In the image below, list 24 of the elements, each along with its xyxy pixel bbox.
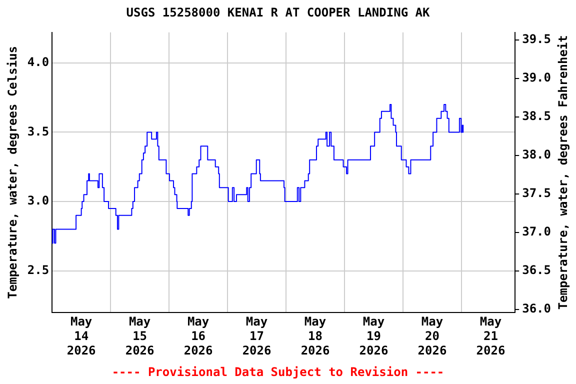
x-tick-label: May 21 2026 xyxy=(476,314,506,358)
text: ---- Provisional Data Subject to Revision ---- xyxy=(112,364,444,379)
y-axis-title: Temperature, water, degrees Celsius xyxy=(5,46,20,299)
y2-tick-label: 37.5 xyxy=(522,186,552,200)
x-tick-label: May 19 2026 xyxy=(359,314,388,358)
y-tick-label: 3.0 xyxy=(27,194,50,208)
x-tick-label: May 18 2026 xyxy=(300,314,330,358)
x-tick-label: May 20 2026 xyxy=(418,314,447,358)
x-tick-label: May 17 2026 xyxy=(242,314,272,358)
y2-tick-label: 36.0 xyxy=(522,301,552,316)
y2-tick-label: 37.0 xyxy=(522,224,552,238)
y2-tick-label: 39.5 xyxy=(522,32,552,46)
y-tick-label: 3.5 xyxy=(27,124,50,138)
y2-tick-label: 38.0 xyxy=(522,147,552,162)
x-tick-label: May 16 2026 xyxy=(184,314,213,358)
x-tick-label: May 15 2026 xyxy=(125,314,154,358)
y2-tick-label: 39.0 xyxy=(522,70,552,84)
y2-tick-label: 36.5 xyxy=(522,262,552,277)
y2-axis-title: Temperature, water, degrees Fahrenheit xyxy=(556,35,570,310)
x-tick-label: May 14 2026 xyxy=(66,314,96,358)
chart-title: USGS 15258000 KENAI R AT COOPER LANDING AK xyxy=(126,5,430,20)
y2-tick-label: 38.5 xyxy=(522,108,552,123)
y-tick-label: 2.5 xyxy=(27,262,50,277)
y-tick-label: 4.0 xyxy=(27,55,50,70)
